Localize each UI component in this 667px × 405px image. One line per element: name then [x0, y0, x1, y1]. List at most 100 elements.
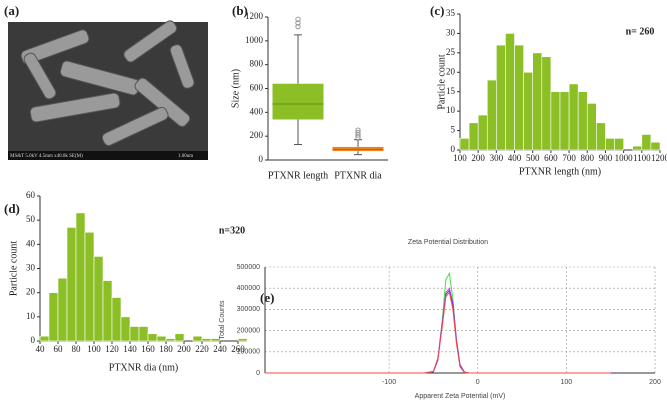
x-tick-label: 220	[195, 344, 209, 354]
x-tick-label: 200	[471, 153, 485, 163]
y-axis-label: Total Counts	[219, 300, 226, 339]
bar	[568, 83, 579, 151]
y-tick-label: 20	[26, 287, 36, 297]
bar	[532, 52, 543, 151]
x-axis-label: PTXNR dia (nm)	[109, 362, 178, 373]
line	[265, 291, 611, 374]
panel-label: (a)	[4, 3, 19, 18]
y-tick-label: 60	[26, 190, 36, 200]
x-tick-label: 400	[508, 153, 522, 163]
sem-caption: MS&T 5.0kV 4.5mm x40.0k SE(M)	[10, 154, 83, 159]
bar	[577, 91, 588, 151]
bar	[650, 141, 661, 151]
x-tick-label: 500	[526, 153, 540, 163]
y-tick-label: 1200	[245, 11, 264, 21]
y-axis-label: Size (nm)	[230, 69, 241, 108]
bar	[120, 316, 131, 342]
bar	[84, 231, 95, 342]
bar	[614, 138, 624, 151]
x-tick-label: 180	[159, 344, 173, 354]
bar	[477, 114, 488, 151]
y-tick-label: 100000	[237, 349, 260, 356]
x-tick-label: 260	[231, 344, 245, 354]
x-tick-label: -100	[382, 379, 396, 386]
x-tick-label: 140	[123, 344, 137, 354]
bar	[505, 33, 515, 151]
outlier	[295, 16, 301, 23]
y-tick-label: 15	[446, 86, 456, 96]
bar	[496, 44, 506, 151]
y-tick-label: 25	[446, 47, 456, 57]
bar	[48, 292, 59, 342]
y-tick-label: 30	[446, 27, 456, 37]
x-tick-label: 900	[599, 153, 613, 163]
y-tick-label: 0	[31, 335, 36, 345]
sem-image	[8, 20, 208, 160]
y-tick-label: 0	[451, 144, 456, 154]
bar	[201, 338, 212, 342]
bar	[550, 91, 561, 151]
y-tick-label: 5	[451, 125, 456, 135]
bar	[486, 79, 497, 151]
y-tick-label: 400000	[237, 285, 260, 292]
outlier	[355, 129, 361, 136]
x-tick-label: 80	[72, 344, 82, 354]
y-tick-label: 10	[26, 311, 36, 321]
y-tick-label: 0	[259, 154, 264, 164]
y-tick-label: 800	[250, 59, 264, 69]
bar	[156, 335, 167, 342]
bar	[514, 44, 524, 151]
y-tick-label: 600	[250, 83, 264, 93]
y-tick-label: 40	[26, 238, 36, 248]
y-tick-label: 400	[250, 106, 264, 116]
y-axis-label: Particle count	[436, 54, 447, 109]
bar	[459, 138, 470, 151]
x-axis-label: Apparent Zeta Potential (mV)	[415, 393, 506, 400]
x-tick-label: 100	[87, 344, 101, 354]
bar	[147, 333, 158, 342]
bar	[66, 227, 77, 342]
x-tick-label: 1000	[615, 153, 634, 163]
x-tick-label: 600	[544, 153, 558, 163]
sem-scale: 1.00um	[178, 154, 193, 159]
bar	[605, 138, 615, 151]
x-tick-label: 1200	[651, 153, 667, 163]
outlier	[295, 23, 301, 30]
bar	[559, 91, 570, 151]
x-tick-label: 1100	[633, 153, 651, 163]
chart-title: Zeta Potential Distribution	[408, 239, 488, 246]
y-tick-label: 300000	[237, 306, 260, 313]
x-tick-label: 0	[476, 379, 480, 386]
panel-label: (e)	[260, 290, 274, 305]
bar	[641, 134, 652, 151]
y-tick-label: 20	[446, 66, 456, 76]
panel-label: (d)	[4, 201, 20, 216]
x-axis-label: PTXNR length (nm)	[519, 166, 601, 177]
bar	[237, 338, 248, 342]
bar	[632, 145, 643, 151]
annotation: n=320	[219, 225, 245, 236]
x-tick-label: PTXNR dia	[334, 170, 382, 181]
bar	[39, 335, 50, 342]
y-tick-label: 35	[446, 8, 456, 18]
y-tick-label: 50	[26, 214, 36, 224]
x-tick-label: 240	[213, 344, 227, 354]
bar	[174, 333, 185, 342]
bar	[111, 297, 122, 342]
panel-label: (c)	[430, 3, 444, 18]
x-tick-label: 700	[562, 153, 576, 163]
bar	[102, 280, 113, 342]
x-tick-label: 160	[141, 344, 155, 354]
bar	[586, 103, 597, 151]
y-tick-label: 10	[446, 105, 456, 115]
outlier	[295, 20, 301, 26]
x-tick-label: 200	[649, 379, 661, 386]
outlier	[355, 127, 361, 133]
y-tick-label: 1000	[245, 35, 264, 45]
panel-label: (b)	[232, 3, 248, 18]
x-tick-label: 40	[36, 344, 46, 354]
x-tick-label: 100	[453, 153, 467, 163]
annotation: n= 260	[626, 26, 655, 37]
y-tick-label: 200000	[237, 327, 260, 334]
